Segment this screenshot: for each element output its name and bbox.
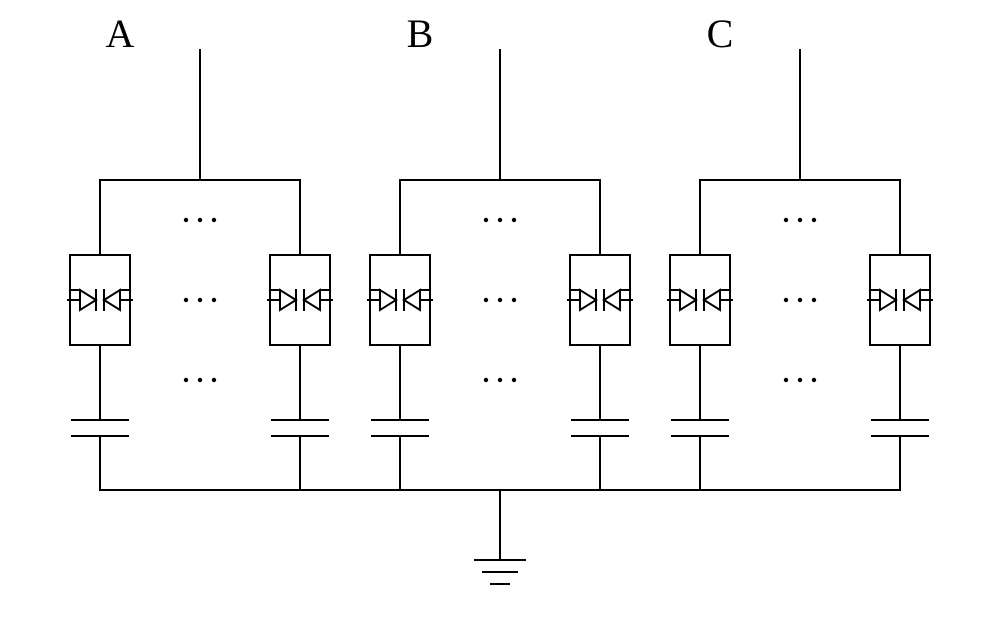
phase-label-B: B bbox=[407, 10, 434, 57]
circuit-diagram: A B C bbox=[0, 0, 1000, 625]
phase-label-C: C bbox=[707, 10, 734, 57]
schematic-svg bbox=[0, 0, 1000, 625]
phase-label-A: A bbox=[106, 10, 135, 57]
